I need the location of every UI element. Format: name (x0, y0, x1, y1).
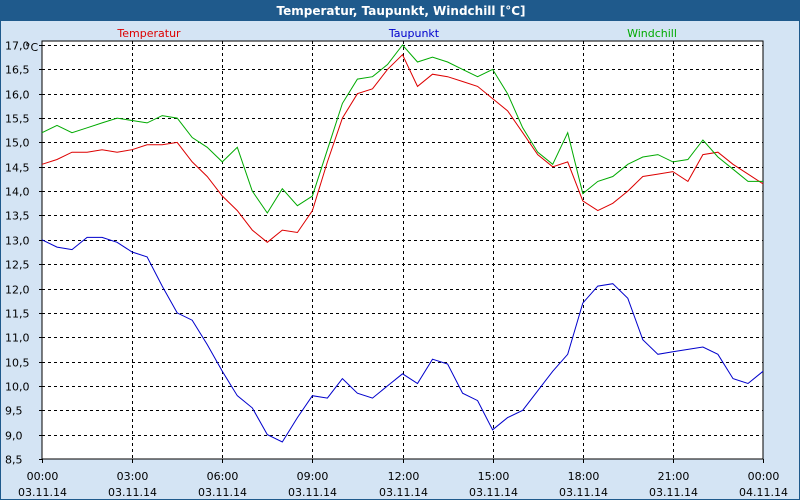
x-tick-label-date: 03.11.14 (18, 486, 67, 499)
series-line-windchill (41, 44, 763, 214)
y-tick-label: 15,0 (5, 137, 30, 150)
y-tick-label: 10,0 (5, 381, 30, 394)
y-tick-label: 14,0 (5, 186, 30, 199)
y-tick-label: 12,0 (5, 284, 30, 297)
y-tick-label: 9,0 (5, 430, 23, 443)
legend-label-taupunkt: Taupunkt (388, 27, 440, 40)
y-tick-label: 17,0 (5, 40, 30, 53)
y-tick-label: 13,0 (5, 235, 30, 248)
y-tick-label: 15,5 (5, 113, 30, 126)
x-tick-label-time: 18:00 (568, 470, 600, 483)
x-tick-label-time: 12:00 (388, 470, 420, 483)
legend-label-windchill: Windchill (627, 27, 677, 40)
y-tick-label: 16,5 (5, 64, 30, 77)
y-tick-label: 10,5 (5, 357, 30, 370)
x-tick-label-date: 03.11.14 (108, 486, 157, 499)
x-tick-label-date: 03.11.14 (469, 486, 518, 499)
y-axis-unit: °C (25, 41, 39, 54)
x-tick-label-time: 00:00 (748, 470, 780, 483)
y-tick-label: 13,5 (5, 210, 30, 223)
x-tick-label-time: 21:00 (658, 470, 690, 483)
x-tick-label-date: 03.11.14 (649, 486, 698, 499)
y-tick-label: 14,5 (5, 162, 30, 175)
y-tick-label: 9,5 (5, 405, 23, 418)
x-tick-label-time: 00:00 (27, 470, 59, 483)
y-tick-label: 11,5 (5, 308, 30, 321)
x-tick-label-date: 03.11.14 (198, 486, 247, 499)
x-tick-label-date: 03.11.14 (379, 486, 428, 499)
y-tick-label: 11,0 (5, 332, 30, 345)
x-tick-label-time: 09:00 (297, 470, 329, 483)
x-tick-label-time: 03:00 (117, 470, 149, 483)
y-tick-label: 8,5 (5, 454, 23, 467)
x-tick-label-time: 06:00 (207, 470, 239, 483)
x-tick-label-time: 15:00 (478, 470, 510, 483)
y-tick-label: 16,0 (5, 89, 30, 102)
x-tick-label-date: 03.11.14 (288, 486, 337, 499)
x-tick-label-date: 04.11.14 (739, 486, 788, 499)
series-line-temperatur (41, 53, 764, 243)
y-tick-label: 12,5 (5, 259, 30, 272)
series-line-taupunkt (41, 236, 764, 443)
x-tick-label-date: 03.11.14 (559, 486, 608, 499)
legend-label-temperatur: Temperatur (116, 27, 181, 40)
plot-area (41, 40, 764, 460)
window-title: Temperatur, Taupunkt, Windchill [°C] (1, 1, 800, 21)
